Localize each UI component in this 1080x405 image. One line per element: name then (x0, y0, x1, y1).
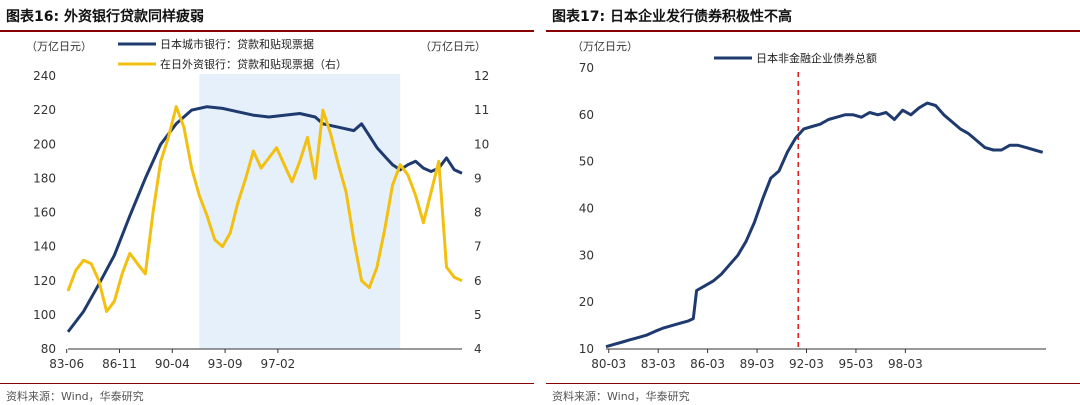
figure-title-left: 外资银行贷款同样疲弱 (63, 9, 204, 25)
source-rule-left (0, 383, 534, 384)
figure-label-right: 图表17: (552, 9, 606, 25)
legend-label-city-banks: 日本城市银行：贷款和贴现票据 (160, 37, 314, 51)
y-right-tick-label: 8 (474, 206, 482, 220)
x-tick-label: 86-03 (690, 357, 725, 371)
y-left-tick-label: 140 (33, 240, 56, 254)
series-lines-left (66, 105, 463, 333)
axes-left: 80 100 120 140 160 180 200 220 240 4 5 6 7 8 9 10 11 12 83… (33, 69, 489, 371)
figure-title-right: 日本企业发行债券积极性不高 (609, 9, 792, 25)
x-tick-label: 95-03 (839, 357, 874, 371)
y-left-tick-label: 120 (33, 274, 56, 288)
axes-right: 10 20 30 40 50 60 70 80-03 83-03 86-03 89-03 92-03 9… (579, 61, 1046, 371)
y-left-tick-label: 160 (33, 206, 56, 220)
chart-panel-right: 图表17: 日本企业发行债券积极性不高 10 20 30 40 50 60 70 80-03 8… (546, 0, 1080, 405)
series-line-city-banks (66, 105, 463, 333)
y-left-tick-label: 200 (33, 137, 56, 151)
y-left-tick-label: 80 (41, 342, 56, 356)
y-tick-label: 70 (579, 61, 594, 75)
y-tick-label: 30 (579, 248, 594, 262)
legend-left: 日本城市银行：贷款和贴现票据 在日外资银行：贷款和贴现票据（右） (118, 37, 347, 71)
x-tick-label: 83-03 (641, 357, 676, 371)
y-right-tick-label: 7 (474, 240, 482, 254)
y-left-tick-label: 220 (33, 103, 56, 117)
series-lines-right (605, 72, 1044, 349)
y-tick-label: 10 (579, 342, 594, 356)
y-right-tick-label: 5 (474, 308, 482, 322)
x-tick-label: 86-11 (102, 357, 137, 371)
x-tick-label: 97-02 (260, 357, 295, 371)
y-right-tick-label: 12 (474, 69, 489, 83)
y-tick-label: 60 (579, 108, 594, 122)
shaded-region (199, 74, 401, 349)
legend-right: 日本非金融企业债券总额 (714, 51, 877, 65)
legend-label-bonds: 日本非金融企业债券总额 (756, 51, 877, 65)
y-left-tick-label: 100 (33, 308, 56, 322)
x-tick-label: 89-03 (740, 357, 775, 371)
source-rule-right (546, 383, 1080, 384)
source-note-right: 资料来源：Wind，华泰研究 (552, 390, 690, 403)
figure-label-left: 图表16: (6, 9, 60, 25)
series-line-foreign-banks (66, 105, 463, 313)
title-rule-right (546, 30, 1080, 32)
y-right-tick-label: 9 (474, 171, 482, 185)
legend-label-foreign-banks: 在日外资银行：贷款和贴现票据（右） (160, 57, 347, 71)
chart-title-right: 图表17: 日本企业发行债券积极性不高 (552, 6, 792, 26)
x-tick-label: 98-03 (888, 357, 923, 371)
y-axis-unit-right: （万亿日元） (572, 40, 638, 53)
x-tick-label: 92-03 (789, 357, 824, 371)
title-rule-left (0, 30, 534, 32)
x-tick-label: 80-03 (591, 357, 626, 371)
x-tick-label: 90-04 (155, 357, 190, 371)
x-tick-label: 83-06 (49, 357, 84, 371)
y-right-tick-label: 4 (474, 342, 482, 356)
y-left-tick-label: 240 (33, 69, 56, 83)
series-line-bonds (605, 101, 1044, 349)
y-tick-label: 20 (579, 295, 594, 309)
y-left-tick-label: 180 (33, 171, 56, 185)
y-tick-label: 50 (579, 155, 594, 169)
chart-right: 10 20 30 40 50 60 70 80-03 83-03 86-03 89-03 92-03 9… (572, 40, 1046, 371)
y-right-tick-label: 10 (474, 137, 489, 151)
y-tick-label: 40 (579, 202, 594, 216)
x-tick-label: 93-09 (208, 357, 243, 371)
chart-panel-left: 图表16: 外资银行贷款同样疲弱 80 100 120 140 160 180 200 220… (0, 0, 534, 405)
chart-left: 80 100 120 140 160 180 200 220 240 4 5 6 7 8 9 10 11 12 83… (26, 37, 489, 371)
y-right-tick-label: 6 (474, 274, 482, 288)
y-right-tick-label: 11 (474, 103, 489, 117)
source-note-left: 资料来源：Wind，华泰研究 (6, 390, 144, 403)
left-axis-unit: （万亿日元） (26, 40, 92, 53)
chart-title-left: 图表16: 外资银行贷款同样疲弱 (6, 6, 204, 26)
right-axis-unit: （万亿日元） (420, 40, 486, 53)
